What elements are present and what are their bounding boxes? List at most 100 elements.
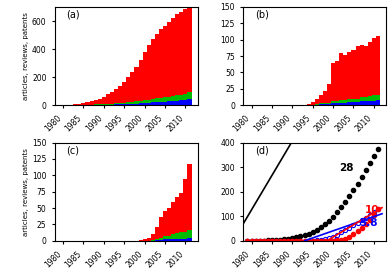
Bar (69, 104, 73, 105)
Bar (171, 202, 175, 234)
Bar (319, 95, 323, 103)
Bar (339, 53, 343, 100)
Bar (352, 102, 356, 105)
Bar (347, 102, 352, 105)
Bar (368, 96, 372, 101)
Bar (347, 99, 352, 102)
Bar (368, 42, 372, 96)
Bar (339, 102, 343, 105)
Bar (118, 86, 122, 103)
Bar (364, 97, 368, 101)
Bar (319, 104, 323, 105)
Bar (359, 101, 364, 105)
Bar (175, 14, 179, 95)
Text: (b): (b) (255, 10, 269, 20)
Bar (126, 77, 131, 102)
Bar (331, 63, 335, 101)
Bar (323, 103, 327, 104)
Bar (131, 102, 134, 104)
Bar (175, 233, 179, 239)
Bar (347, 52, 352, 99)
Bar (179, 239, 183, 241)
Bar (179, 100, 183, 105)
Bar (114, 104, 118, 105)
Bar (327, 104, 331, 105)
Bar (98, 104, 102, 105)
Bar (106, 94, 110, 104)
Bar (151, 39, 155, 99)
Bar (94, 100, 98, 104)
Bar (352, 50, 356, 99)
Bar (183, 232, 187, 239)
Bar (159, 29, 163, 98)
Bar (187, 164, 192, 230)
Bar (187, 230, 192, 238)
Bar (143, 52, 147, 100)
Bar (151, 102, 155, 105)
Bar (323, 104, 327, 105)
Text: (d): (d) (255, 146, 269, 155)
Bar (98, 99, 102, 104)
Bar (356, 46, 359, 99)
Text: (a): (a) (66, 10, 80, 20)
Bar (85, 102, 89, 105)
Bar (126, 104, 131, 105)
Bar (155, 239, 159, 240)
Bar (376, 100, 380, 105)
Bar (82, 103, 85, 105)
Bar (327, 84, 331, 102)
Bar (364, 101, 368, 105)
Bar (171, 18, 175, 96)
Bar (356, 99, 359, 102)
Bar (175, 239, 179, 241)
Text: 5.8: 5.8 (359, 218, 378, 228)
Bar (126, 102, 131, 104)
Bar (163, 102, 167, 105)
Bar (376, 95, 380, 100)
Bar (323, 92, 327, 103)
Bar (376, 36, 380, 95)
Bar (372, 101, 376, 105)
Bar (102, 97, 106, 104)
Bar (368, 101, 372, 105)
Bar (319, 103, 323, 104)
Bar (151, 234, 155, 240)
Bar (102, 104, 106, 105)
Bar (138, 240, 143, 241)
Bar (138, 101, 143, 103)
Bar (118, 104, 122, 105)
Bar (159, 102, 163, 105)
Bar (106, 104, 110, 105)
Bar (187, 99, 192, 105)
Bar (118, 103, 122, 104)
Bar (187, 6, 192, 92)
Bar (307, 104, 310, 105)
Bar (171, 96, 175, 101)
Bar (151, 240, 155, 241)
Bar (94, 104, 98, 105)
Bar (167, 97, 171, 101)
Bar (163, 211, 167, 236)
Bar (183, 94, 187, 100)
Bar (175, 95, 179, 101)
Bar (151, 99, 155, 102)
Bar (138, 60, 143, 101)
Bar (343, 100, 347, 102)
Bar (352, 99, 356, 102)
Bar (372, 95, 376, 101)
Bar (89, 101, 94, 105)
Bar (122, 82, 126, 103)
Bar (147, 45, 151, 100)
Bar (159, 98, 163, 102)
Bar (183, 100, 187, 105)
Bar (183, 179, 187, 232)
Bar (179, 12, 183, 95)
Bar (167, 208, 171, 235)
Bar (147, 237, 151, 241)
Bar (343, 102, 347, 105)
Bar (114, 103, 118, 104)
Bar (175, 101, 179, 105)
Y-axis label: articles, reviews, patents: articles, reviews, patents (23, 12, 29, 100)
Bar (110, 104, 114, 105)
Bar (179, 232, 183, 239)
